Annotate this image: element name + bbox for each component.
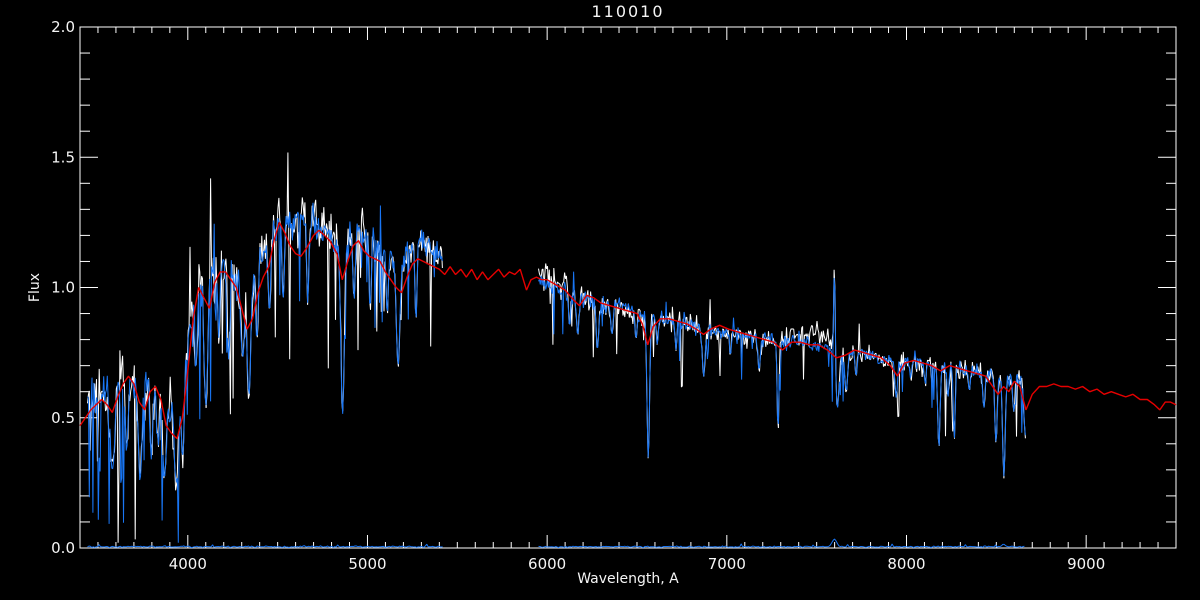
axis-ticks: 4000 5000 6000 7000 8000 9000 0.0 0.5 1.0 1.5 2.0 [51, 18, 1176, 573]
model-fit-line [79, 222, 1177, 440]
x-tick-label: 6000 [528, 555, 566, 573]
y-tick-label: 2.0 [51, 18, 75, 36]
x-tick-label: 9000 [1067, 555, 1105, 573]
observed-spectrum-line [87, 202, 1026, 543]
error-spectrum-line [87, 538, 1025, 548]
x-axis-label: Wavelength, A [577, 571, 679, 587]
x-tick-label: 7000 [708, 555, 746, 573]
x-tick-label: 8000 [887, 555, 925, 573]
y-tick-label: 1.5 [51, 148, 75, 166]
y-tick-label: 0.5 [51, 409, 75, 427]
data-series [79, 152, 1177, 548]
chart-title: 110010 [591, 2, 664, 21]
y-tick-label: 1.0 [51, 279, 75, 297]
axis-text: 110010 Wavelength, A Flux [27, 2, 679, 587]
plot-frame [79, 26, 1177, 549]
x-tick-label: 4000 [169, 555, 207, 573]
y-axis-label: Flux [27, 273, 43, 302]
y-tick-label: 0.0 [51, 539, 75, 557]
x-tick-label: 5000 [348, 555, 386, 573]
